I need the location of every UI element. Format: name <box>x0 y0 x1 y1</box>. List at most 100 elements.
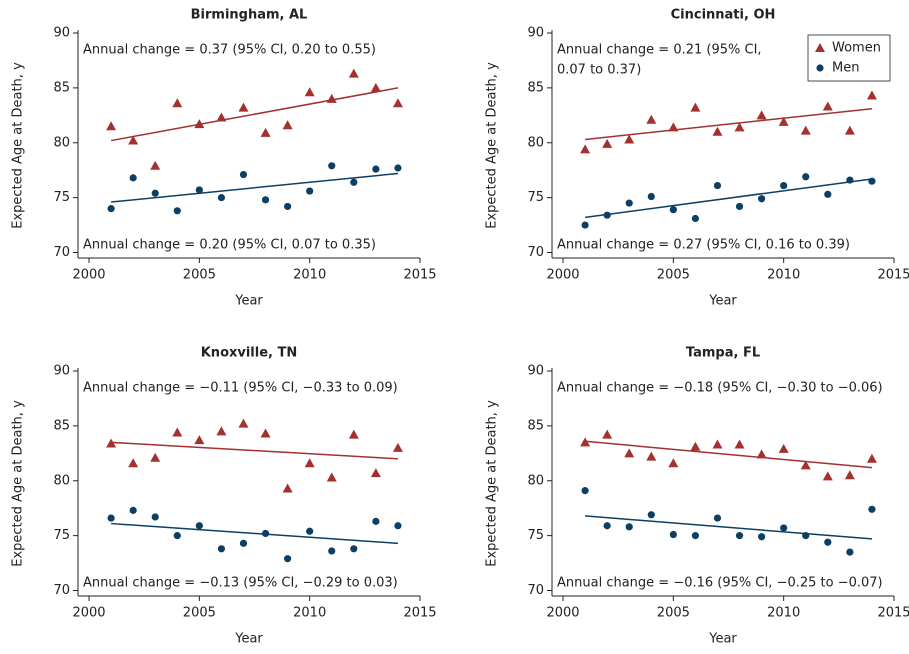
x-tick-label: 2010 <box>293 268 326 283</box>
y-tick-label: 75 <box>53 190 70 205</box>
men-point <box>581 487 589 495</box>
annotation: 0.07 to 0.37) <box>557 63 641 78</box>
trend-line <box>585 107 873 141</box>
women-point <box>800 460 811 470</box>
men-point <box>372 165 380 173</box>
women-point <box>734 122 745 132</box>
y-axis-label: Expected Age at Death, y <box>485 400 500 567</box>
panel-title: Cincinnati, OH <box>671 8 776 23</box>
annotation: Annual change = −0.11 (95% CI, −0.33 to … <box>83 381 398 396</box>
men-point <box>868 505 876 513</box>
legend-label: Men <box>832 61 859 76</box>
men-point <box>802 173 810 181</box>
y-tick-label: 75 <box>53 528 70 543</box>
men-point <box>372 517 380 525</box>
women-point <box>150 452 161 462</box>
women-point <box>348 429 359 439</box>
x-tick-label: 2000 <box>72 606 105 621</box>
y-tick-label: 85 <box>527 80 544 95</box>
women-point <box>844 125 855 135</box>
y-tick-label: 70 <box>53 245 70 260</box>
x-tick-label: 2010 <box>767 606 800 621</box>
women-point <box>756 449 767 459</box>
men-point <box>394 164 402 172</box>
women-point <box>172 98 183 108</box>
men-point <box>691 532 700 540</box>
annotation: Annual change = −0.13 (95% CI, −0.29 to … <box>83 576 398 591</box>
y-tick-label: 90 <box>527 26 544 41</box>
x-axis-label: Year <box>234 632 263 647</box>
men-point <box>306 187 314 195</box>
women-point <box>304 87 315 97</box>
women-point <box>668 458 679 468</box>
men-point <box>129 174 137 182</box>
women-point <box>624 448 635 458</box>
women-point <box>304 458 315 468</box>
legend-marker <box>815 43 825 52</box>
men-point <box>780 181 788 190</box>
annotation: Annual change = 0.21 (95% CI, <box>557 43 762 58</box>
women-point <box>822 471 833 481</box>
women-point <box>822 101 833 111</box>
x-tick-label: 2005 <box>657 268 690 283</box>
women-point <box>106 438 117 448</box>
women-point <box>866 453 877 463</box>
women-point <box>602 429 613 439</box>
y-tick-label: 70 <box>527 583 544 598</box>
men-point <box>217 545 226 553</box>
men-point <box>846 548 854 556</box>
men-point <box>824 190 832 198</box>
annotation: Annual change = −0.16 (95% CI, −0.25 to … <box>557 576 883 591</box>
women-point <box>282 483 293 493</box>
women-point <box>326 93 337 103</box>
women-point <box>602 138 613 148</box>
men-point <box>284 555 292 563</box>
men-point <box>151 513 159 521</box>
men-point <box>647 511 655 519</box>
y-tick-label: 70 <box>527 245 544 260</box>
women-point <box>392 98 403 108</box>
men-point <box>581 221 589 229</box>
women-point <box>238 418 249 428</box>
x-tick-label: 2015 <box>403 606 436 621</box>
y-axis-label: Expected Age at Death, y <box>485 62 500 229</box>
women-point <box>370 82 381 92</box>
men-point <box>195 522 203 530</box>
women-point <box>668 122 679 132</box>
men-point <box>735 532 744 540</box>
women-point <box>800 125 811 135</box>
legend-label: Women <box>832 41 881 56</box>
women-point <box>646 451 657 461</box>
x-tick-label: 2000 <box>72 268 105 283</box>
men-point <box>394 522 402 530</box>
men-point <box>173 532 181 540</box>
women-point <box>392 442 403 452</box>
women-point <box>326 472 337 482</box>
women-point <box>282 120 293 130</box>
men-point <box>625 523 633 531</box>
women-point <box>844 470 855 480</box>
legend-marker <box>816 64 824 72</box>
y-tick-label: 85 <box>53 418 70 433</box>
men-point <box>107 205 115 213</box>
women-point <box>238 102 249 112</box>
x-tick-label: 2005 <box>657 606 690 621</box>
women-point <box>194 435 205 445</box>
y-tick-label: 90 <box>53 26 70 41</box>
men-point <box>328 162 336 170</box>
y-tick-label: 80 <box>53 473 70 488</box>
y-tick-label: 80 <box>527 473 544 488</box>
women-point <box>866 90 877 100</box>
men-point <box>328 547 336 555</box>
women-point <box>690 102 701 112</box>
women-point <box>690 441 701 451</box>
trend-line <box>111 172 399 203</box>
women-point <box>128 458 139 468</box>
men-point <box>284 202 292 211</box>
y-tick-label: 75 <box>527 528 544 543</box>
annotation: Annual change = 0.27 (95% CI, 0.16 to 0.… <box>557 238 850 253</box>
men-point <box>261 529 270 538</box>
trend-line <box>585 440 873 469</box>
men-point <box>350 545 358 553</box>
